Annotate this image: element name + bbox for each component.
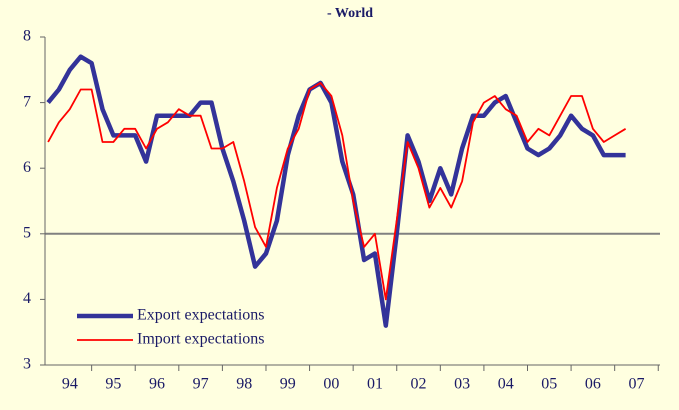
legend-label: Export expectations xyxy=(137,307,265,324)
x-tick-label: 97 xyxy=(193,376,209,393)
x-tick-label: 03 xyxy=(454,376,470,393)
y-tick-label: 5 xyxy=(23,224,31,241)
series-line xyxy=(47,82,627,301)
y-tick-label: 3 xyxy=(23,356,31,373)
x-tick-label: 94 xyxy=(62,376,78,393)
chart-title: - World xyxy=(327,6,373,21)
y-tick-label: 4 xyxy=(23,290,31,307)
series-line xyxy=(46,54,626,328)
x-tick-label: 02 xyxy=(411,376,427,393)
legend-label: Import expectations xyxy=(137,331,265,348)
y-tick-label: 7 xyxy=(23,93,31,110)
x-tick-label: 06 xyxy=(585,376,601,393)
y-tick-label: 6 xyxy=(23,159,31,176)
x-tick-label: 07 xyxy=(628,376,644,393)
x-tick-label: 00 xyxy=(323,376,339,393)
y-tick-label: 8 xyxy=(23,28,31,45)
x-tick-label: 95 xyxy=(105,376,121,393)
x-tick-label: 99 xyxy=(280,376,296,393)
x-tick-label: 01 xyxy=(367,376,383,393)
x-tick-label: 98 xyxy=(236,376,252,393)
x-tick-label: 04 xyxy=(498,376,514,393)
x-tick-label: 96 xyxy=(149,376,165,393)
x-tick-label: 05 xyxy=(541,376,557,393)
